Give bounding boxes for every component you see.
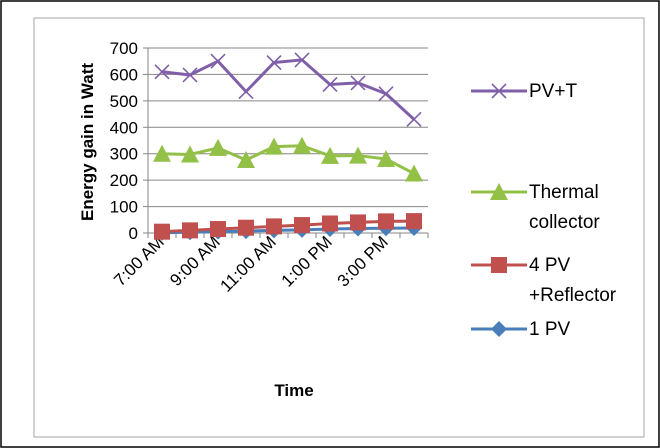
- y-tick-label: 500: [110, 92, 138, 111]
- legend-label: +Reflector: [529, 285, 617, 306]
- marker-stroke: [182, 67, 198, 83]
- data-point-4-pv-reflector: [350, 214, 366, 231]
- data-point-pv-t: [350, 75, 366, 91]
- marker-stroke: [491, 83, 507, 99]
- data-point-4-pv-reflector: [266, 218, 282, 235]
- y-tick-labels: 0 100 200 300 400 500 600 700: [110, 39, 138, 243]
- series-line-1-pv: [161, 226, 415, 235]
- data-point-4-pv-reflector: [154, 223, 170, 240]
- y-tick-label: 200: [110, 171, 138, 190]
- data-point-thermal-collector: [293, 136, 311, 154]
- series-4-pv-reflector: [154, 213, 422, 240]
- data-point-thermal-collector: [237, 151, 255, 169]
- legend-item-1-pv: 1 PV: [471, 319, 571, 340]
- marker-stroke: [294, 52, 310, 68]
- data-point-pv-t: [238, 84, 254, 100]
- data-point-4-pv-reflector: [210, 221, 226, 238]
- y-tick-label: 300: [110, 145, 138, 164]
- series-line-4-pv-reflector: [161, 219, 415, 234]
- marker-stroke: [210, 53, 226, 69]
- y-axis-label: Energy gain in Watt: [78, 63, 97, 221]
- data-point-thermal-collector: [349, 146, 367, 164]
- data-point-pv-t: [294, 52, 310, 68]
- data-point-pv-t: [322, 76, 338, 93]
- legend-marker: [491, 83, 507, 99]
- data-point-4-pv-reflector: [322, 215, 338, 232]
- legend-item-pv-t: PV+T: [471, 81, 577, 102]
- legend-label: PV+T: [529, 81, 577, 102]
- data-point-pv-t: [182, 67, 198, 83]
- legend-label: Thermal: [529, 182, 599, 203]
- data-point-4-pv-reflector: [294, 217, 310, 234]
- data-point-pv-t: [406, 111, 422, 127]
- y-tick-label: 0: [129, 224, 138, 243]
- data-point-4-pv-reflector: [406, 213, 422, 230]
- y-tick-label: 400: [110, 118, 138, 137]
- legend-marker: [491, 257, 507, 273]
- series-layer: [153, 52, 423, 241]
- legend-marker: [491, 321, 507, 337]
- legend-item-4-pv-reflector: 4 PV +Reflector: [471, 255, 617, 306]
- marker-stroke: [378, 86, 394, 102]
- data-point-4-pv-reflector: [182, 222, 198, 239]
- marker-stroke: [322, 76, 338, 93]
- legend: PV+T Thermal collector 4 PV +Reflector 1 PV: [471, 81, 617, 340]
- data-point-thermal-collector: [209, 138, 227, 156]
- series-thermal-collector: [153, 136, 423, 182]
- data-point-thermal-collector: [265, 137, 283, 155]
- y-tick-label: 700: [110, 39, 138, 58]
- data-point-pv-t: [210, 53, 226, 69]
- data-point-thermal-collector: [321, 146, 339, 164]
- grid: [148, 47, 428, 208]
- legend-label: 4 PV: [529, 255, 571, 276]
- legend-label: 1 PV: [529, 319, 571, 340]
- legend-marker: [490, 183, 508, 200]
- data-point-thermal-collector: [153, 144, 171, 162]
- marker-stroke: [238, 84, 254, 100]
- legend-label: collector: [529, 212, 600, 233]
- series-line-pv-t: [161, 58, 416, 121]
- data-point-pv-t: [154, 64, 170, 80]
- marker-stroke: [154, 64, 170, 80]
- marker-stroke: [266, 54, 282, 71]
- y-tick-label: 600: [110, 65, 138, 84]
- marker-stroke: [406, 111, 422, 127]
- data-point-4-pv-reflector: [238, 219, 254, 236]
- data-point-pv-t: [378, 86, 394, 102]
- data-point-thermal-collector: [181, 145, 199, 163]
- series-line-thermal-collector: [161, 144, 415, 175]
- y-tick-label: 100: [110, 198, 138, 217]
- x-axis-label: Time: [274, 381, 313, 400]
- data-point-thermal-collector: [405, 164, 423, 182]
- data-point-pv-t: [266, 54, 282, 71]
- series-pv-t: [154, 52, 422, 127]
- legend-item-thermal-collector: Thermal collector: [471, 182, 600, 233]
- data-point-4-pv-reflector: [378, 213, 394, 230]
- data-point-thermal-collector: [377, 150, 395, 167]
- marker-stroke: [350, 75, 366, 91]
